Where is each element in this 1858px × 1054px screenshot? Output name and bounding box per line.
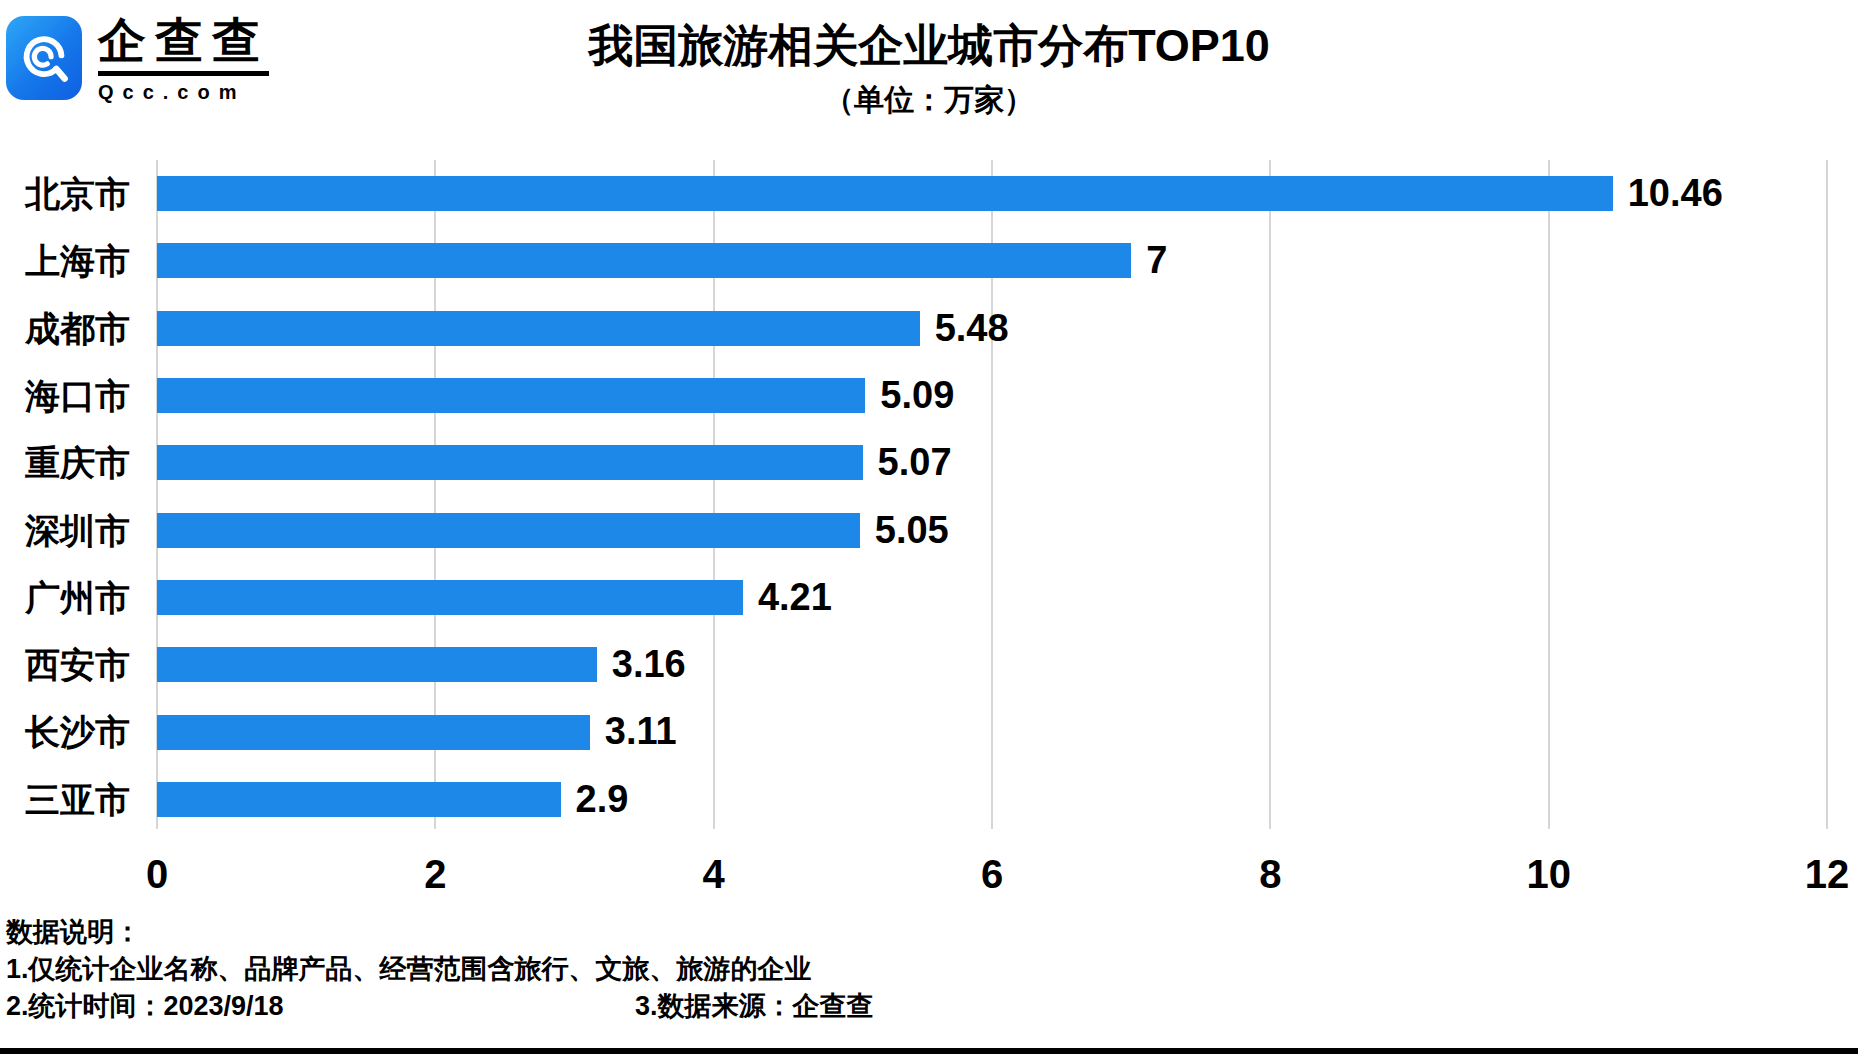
x-axis-tick-label: 6 <box>981 852 1003 897</box>
bar-value-label: 2.9 <box>576 766 629 833</box>
bottom-divider-bar <box>0 1048 1858 1054</box>
note-meta: 2.统计时间：2023/9/18 3.数据来源：企查查 <box>6 988 812 1025</box>
category-label: 深圳市 <box>0 497 130 564</box>
bar-value-label: 5.05 <box>875 497 949 564</box>
bar-row: 北京市 10.46 <box>0 160 1858 227</box>
bar-row: 重庆市 5.07 <box>0 429 1858 496</box>
bar-value-label: 7 <box>1146 227 1167 294</box>
bar-row: 海口市 5.09 <box>0 362 1858 429</box>
x-axis-tick-label: 12 <box>1805 852 1850 897</box>
category-label: 北京市 <box>0 160 130 227</box>
bar <box>157 176 1613 211</box>
bar <box>157 311 920 346</box>
category-label: 重庆市 <box>0 429 130 496</box>
bar-row: 深圳市 5.05 <box>0 497 1858 564</box>
bar-row: 长沙市 3.11 <box>0 698 1858 765</box>
x-axis-tick-label: 10 <box>1526 852 1571 897</box>
bar-row: 广州市 4.21 <box>0 564 1858 631</box>
category-label: 广州市 <box>0 564 130 631</box>
notes-heading: 数据说明： <box>6 914 812 951</box>
category-label: 上海市 <box>0 227 130 294</box>
infographic-page: 企查查 Qcc.com 我国旅游相关企业城市分布TOP10 （单位：万家） 北京… <box>0 0 1858 1054</box>
bar <box>157 243 1131 278</box>
x-axis-tick-label: 8 <box>1259 852 1281 897</box>
note-data-source: 3.数据来源：企查查 <box>635 988 874 1025</box>
category-label: 三亚市 <box>0 766 130 833</box>
bar <box>157 647 597 682</box>
note-scope: 1.仅统计企业名称、品牌产品、经营范围含旅行、文旅、旅游的企业 <box>6 951 812 988</box>
x-axis-tick-label: 0 <box>146 852 168 897</box>
bar-row: 西安市 3.16 <box>0 631 1858 698</box>
category-label: 西安市 <box>0 631 130 698</box>
note-stat-date: 2.统计时间：2023/9/18 <box>6 991 284 1021</box>
data-notes: 数据说明： 1.仅统计企业名称、品牌产品、经营范围含旅行、文旅、旅游的企业 2.… <box>6 914 812 1025</box>
bar-row: 成都市 5.48 <box>0 295 1858 362</box>
bar-row: 上海市 7 <box>0 227 1858 294</box>
bar-value-label: 5.09 <box>880 362 954 429</box>
bar-value-label: 4.21 <box>758 564 832 631</box>
bar-value-label: 5.07 <box>878 429 952 496</box>
bar <box>157 445 863 480</box>
bar-value-label: 10.46 <box>1628 160 1723 227</box>
bar-value-label: 3.16 <box>612 631 686 698</box>
bar <box>157 715 590 750</box>
bar-row: 三亚市 2.9 <box>0 766 1858 833</box>
category-label: 海口市 <box>0 362 130 429</box>
bar-value-label: 5.48 <box>935 295 1009 362</box>
bar <box>157 782 561 817</box>
bar <box>157 378 865 413</box>
bar-value-label: 3.11 <box>605 698 677 765</box>
bar <box>157 580 743 615</box>
category-label: 成都市 <box>0 295 130 362</box>
x-axis-tick-label: 4 <box>703 852 725 897</box>
category-label: 长沙市 <box>0 698 130 765</box>
bar-chart: 北京市 10.46 上海市 7 成都市 5.48 海口市 5.09 重庆市 5.07 深圳市 5.05… <box>0 0 1858 1054</box>
x-axis-tick-label: 2 <box>424 852 446 897</box>
bar <box>157 513 860 548</box>
